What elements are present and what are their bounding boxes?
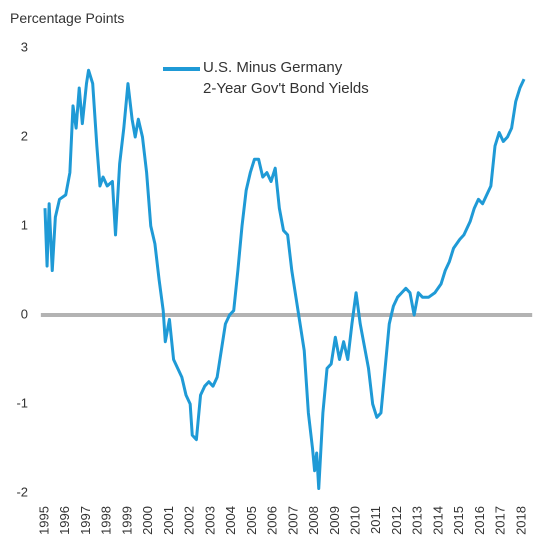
- x-tick-label: 2009: [327, 506, 342, 535]
- x-tick-label: 1997: [78, 506, 93, 535]
- legend-label: U.S. Minus Germany 2-Year Gov't Bond Yie…: [203, 59, 369, 97]
- y-tick-label: 3: [21, 39, 28, 54]
- x-tick-label: 2005: [244, 506, 259, 535]
- y-tick-label: -2: [16, 484, 28, 499]
- x-tick-label: 1996: [57, 506, 72, 535]
- x-tick-label: 2002: [182, 506, 197, 535]
- x-tick-label: 2015: [451, 506, 466, 535]
- x-tick-label: 2014: [430, 506, 445, 535]
- y-axis-label: Percentage Points: [10, 10, 125, 26]
- x-tick-label: 2001: [161, 506, 176, 535]
- x-tick-label: 1995: [36, 506, 51, 535]
- x-tick-label: 2000: [140, 506, 155, 535]
- x-tick-label: 2017: [493, 506, 508, 535]
- x-tick-label: 2013: [410, 506, 425, 535]
- x-tick-label: 2012: [389, 506, 404, 535]
- x-tick-label: 2004: [223, 506, 238, 535]
- x-tick-label: 1998: [99, 506, 114, 535]
- x-tick-label: 2016: [472, 506, 487, 535]
- x-tick-label: 2007: [285, 506, 300, 535]
- x-tick-label: 2003: [202, 506, 217, 535]
- x-tick-label: 2008: [306, 506, 321, 535]
- data-line: [43, 68, 526, 491]
- x-tick-label: 2010: [348, 506, 363, 535]
- y-tick-label: 1: [21, 217, 28, 232]
- x-tick-label: 2011: [368, 506, 383, 534]
- y-tick-label: 2: [21, 128, 28, 143]
- x-tick-label: 1999: [119, 506, 134, 535]
- x-tick-label: 2018: [513, 506, 528, 535]
- y-tick-label: -1: [16, 395, 28, 410]
- y-tick-label: 0: [21, 306, 28, 321]
- x-tick-label: 2006: [265, 506, 280, 535]
